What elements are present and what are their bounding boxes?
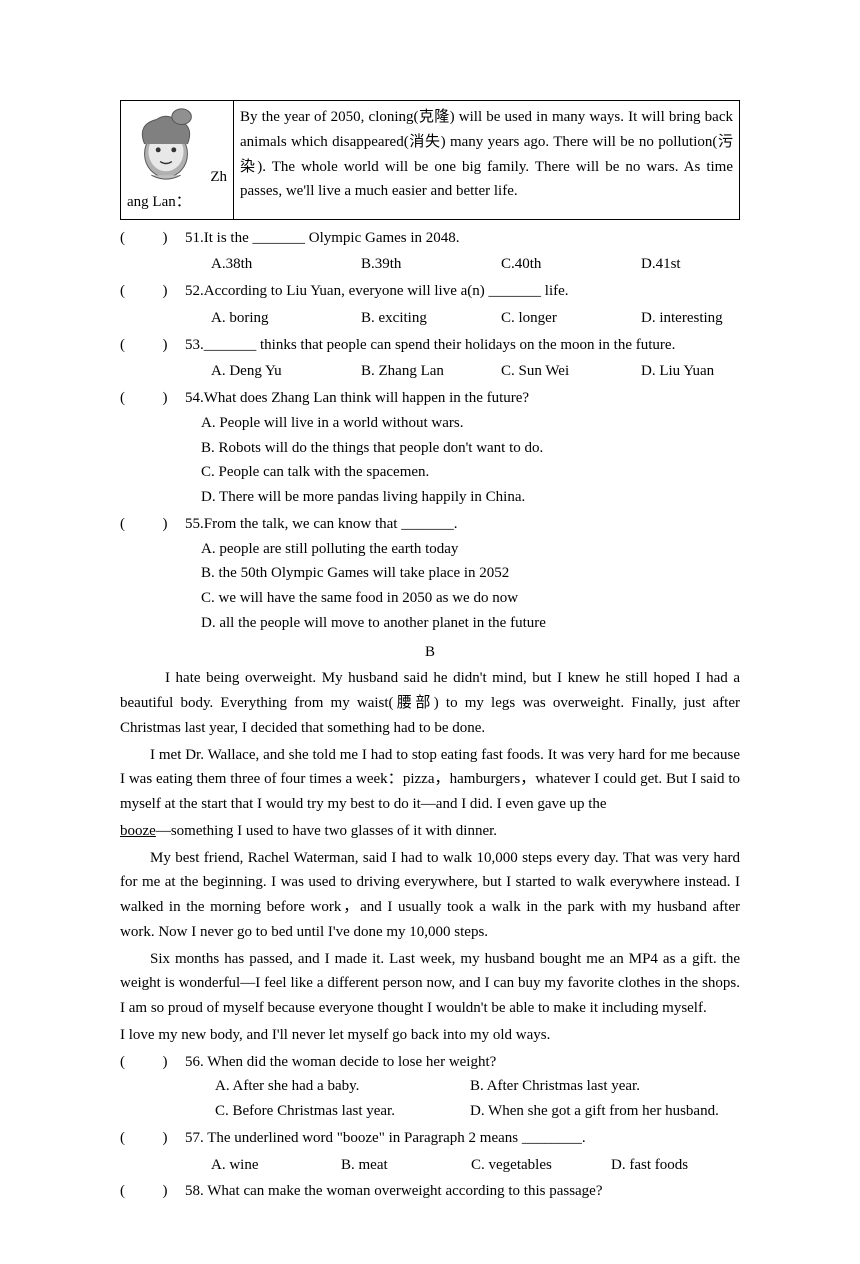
- option: A. After she had a baby.: [215, 1074, 470, 1099]
- options-row: A. wineB. meatC. vegetablesD. fast foods: [185, 1153, 740, 1178]
- question-52: ( )52.According to Liu Yuan, everyone wi…: [120, 279, 740, 331]
- option: A. People will live in a world without w…: [185, 411, 740, 436]
- answer-blank: ( ): [120, 333, 185, 385]
- option: D. interesting: [641, 306, 761, 331]
- answer-blank: ( ): [120, 512, 185, 636]
- option: B. exciting: [361, 306, 501, 331]
- speaker-name-line2: ang Lan：: [127, 194, 191, 210]
- answer-blank: ( ): [120, 1050, 185, 1124]
- question-body: 56. When did the woman decide to lose he…: [185, 1050, 740, 1124]
- passage-para: I met Dr. Wallace, and she told me I had…: [120, 743, 740, 817]
- passage-b: I hate being overweight. My husband said…: [120, 666, 740, 1047]
- passage-para: I hate being overweight. My husband said…: [120, 666, 740, 740]
- question-body: 55.From the talk, we can know that _____…: [185, 512, 740, 636]
- option: A. Deng Yu: [211, 359, 361, 384]
- option: D. fast foods: [611, 1153, 731, 1178]
- option: A. people are still polluting the earth …: [185, 537, 740, 562]
- options-row: A. Deng YuB. Zhang LanC. Sun WeiD. Liu Y…: [185, 359, 761, 384]
- option: D.41st: [641, 252, 741, 277]
- option: D. When she got a gift from her husband.: [470, 1099, 725, 1124]
- question-58: ( )58. What can make the woman overweigh…: [120, 1179, 740, 1204]
- option: C. vegetables: [471, 1153, 611, 1178]
- option: B.39th: [361, 252, 501, 277]
- option: B. Zhang Lan: [361, 359, 501, 384]
- passage-para: My best friend, Rachel Waterman, said I …: [120, 846, 740, 945]
- question-body: 57. The underlined word "booze" in Parag…: [185, 1126, 740, 1178]
- option: C. Before Christmas last year.: [215, 1099, 470, 1124]
- question-56: ( )56. When did the woman decide to lose…: [120, 1050, 740, 1124]
- speaker-table: Zh ang Lan： By the year of 2050, cloning…: [120, 100, 740, 220]
- question-51: ( )51.It is the _______ Olympic Games in…: [120, 226, 740, 278]
- question-57: ( )57. The underlined word "booze" in Pa…: [120, 1126, 740, 1178]
- option: C. Sun Wei: [501, 359, 641, 384]
- answer-blank: ( ): [120, 226, 185, 278]
- option: B. meat: [341, 1153, 471, 1178]
- question-55: ( )55.From the talk, we can know that __…: [120, 512, 740, 636]
- question-body: 51.It is the _______ Olympic Games in 20…: [185, 226, 741, 278]
- option: A. boring: [211, 306, 361, 331]
- option: D. Liu Yuan: [641, 359, 761, 384]
- options-row: C. Before Christmas last year.D. When sh…: [185, 1099, 740, 1124]
- speaker-cell: Zh ang Lan：: [121, 101, 234, 220]
- option: A.38th: [211, 252, 361, 277]
- speaker-name-line1: Zh: [210, 165, 227, 190]
- option: B. Robots will do the things that people…: [185, 436, 740, 461]
- passage-para: Six months has passed, and I made it. La…: [120, 947, 740, 1021]
- option: A. wine: [211, 1153, 341, 1178]
- passage-b-label: B: [120, 640, 740, 665]
- option: C.40th: [501, 252, 641, 277]
- question-body: 54.What does Zhang Lan think will happen…: [185, 386, 740, 510]
- option: C. People can talk with the spacemen.: [185, 460, 740, 485]
- options-row: A.38thB.39thC.40thD.41st: [185, 252, 741, 277]
- option: D. There will be more pandas living happ…: [185, 485, 740, 510]
- option: C. we will have the same food in 2050 as…: [185, 586, 740, 611]
- avatar-girl-icon: [127, 105, 205, 183]
- speaker-text: By the year of 2050, cloning(克隆) will be…: [234, 101, 740, 220]
- question-body: 58. What can make the woman overweight a…: [185, 1179, 740, 1204]
- option: C. longer: [501, 306, 641, 331]
- option: B. After Christmas last year.: [470, 1074, 725, 1099]
- option: D. all the people will move to another p…: [185, 611, 740, 636]
- options-row: A. boringB. excitingC. longerD. interest…: [185, 306, 761, 331]
- passage-para-booze: booze—something I used to have two glass…: [120, 819, 740, 844]
- question-53: ( )53._______ thinks that people can spe…: [120, 333, 740, 385]
- answer-blank: ( ): [120, 1126, 185, 1178]
- options-row: A. After she had a baby.B. After Christm…: [185, 1074, 740, 1099]
- question-body: 52.According to Liu Yuan, everyone will …: [185, 279, 761, 331]
- answer-blank: ( ): [120, 279, 185, 331]
- question-54: ( )54.What does Zhang Lan think will hap…: [120, 386, 740, 510]
- answer-blank: ( ): [120, 386, 185, 510]
- question-body: 53._______ thinks that people can spend …: [185, 333, 761, 385]
- passage-para-after: I love my new body, and I'll never let m…: [120, 1023, 740, 1048]
- answer-blank: ( ): [120, 1179, 185, 1204]
- option: B. the 50th Olympic Games will take plac…: [185, 561, 740, 586]
